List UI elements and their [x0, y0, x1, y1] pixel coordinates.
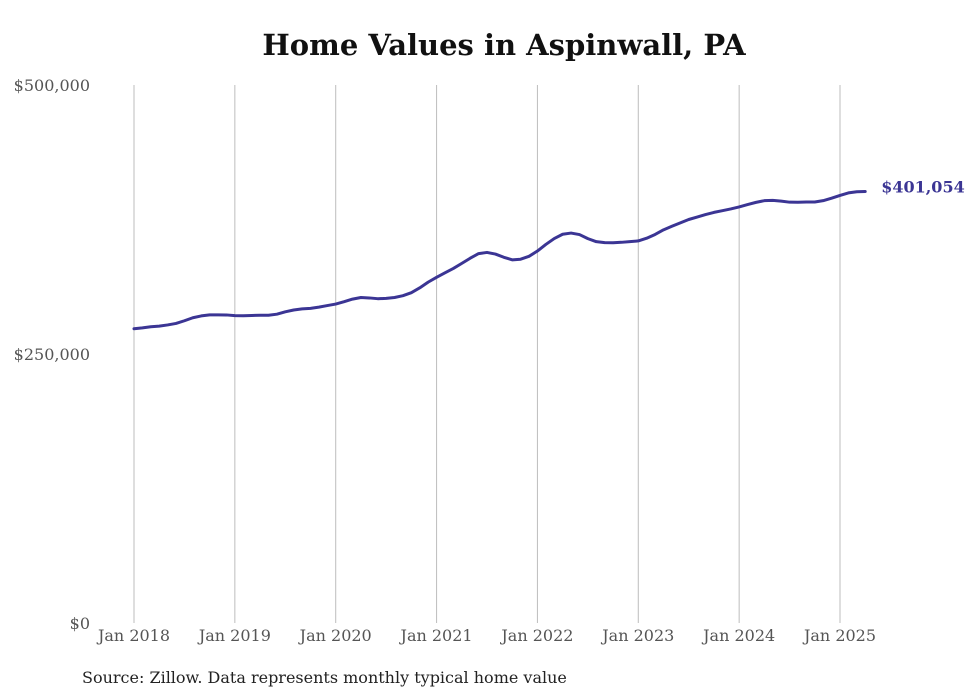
gridlines [133, 85, 841, 623]
x-tick-label: Jan 2020 [298, 626, 372, 645]
y-tick-label: $250,000 [14, 345, 90, 364]
x-tick-label: Jan 2021 [399, 626, 473, 645]
series-line [132, 189, 867, 331]
y-tick-label: $500,000 [14, 76, 90, 95]
y-axis-ticks: $0 $250,000 $500,000 [14, 76, 90, 633]
y-tick-label: $0 [70, 614, 90, 633]
x-tick-label: Jan 2022 [499, 626, 573, 645]
x-tick-label: Jan 2018 [96, 626, 170, 645]
end-value-label: $401,054 [881, 177, 965, 196]
x-axis-ticks: Jan 2018 Jan 2019 Jan 2020 Jan 2021 Jan 2022… [96, 626, 876, 645]
x-tick-label: Jan 2024 [701, 626, 775, 645]
x-tick-label: Jan 2025 [802, 626, 876, 645]
chart-title: Home Values in Aspinwall, PA [262, 28, 746, 62]
x-tick-label: Jan 2023 [600, 626, 674, 645]
source-note: Source: Zillow. Data represents monthly … [82, 668, 567, 687]
line-chart: $0$250,000$500,000 Jan 2018 Jan 2019 Jan 2… [14, 76, 965, 645]
x-tick-label: Jan 2019 [197, 626, 271, 645]
